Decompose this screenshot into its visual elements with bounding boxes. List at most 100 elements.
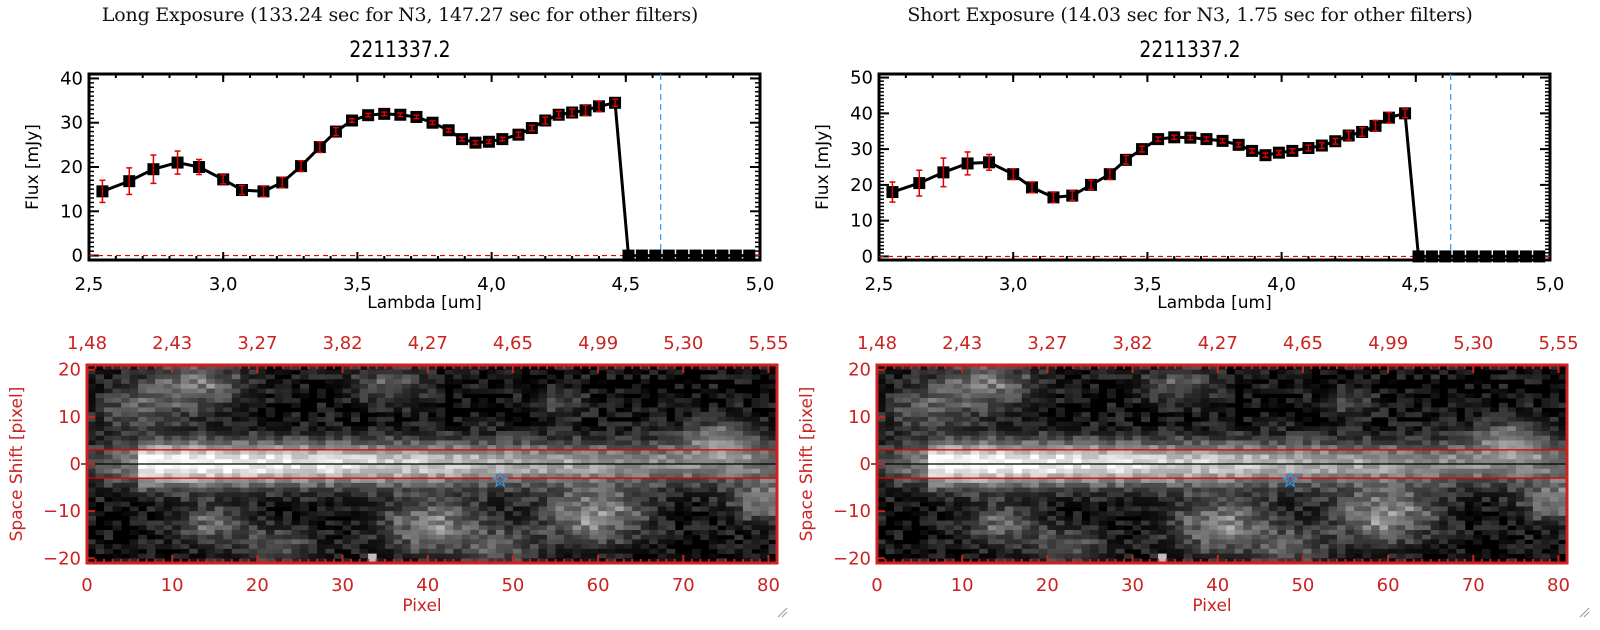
- image-pixel: [351, 402, 361, 408]
- image-pixel: [742, 553, 752, 559]
- image-pixel: [953, 492, 963, 498]
- image-pixel: [759, 369, 769, 375]
- image-pixel: [902, 374, 912, 380]
- image-pixel: [504, 515, 514, 522]
- image-pixel: [911, 435, 921, 441]
- image-pixel: [334, 402, 344, 408]
- image-pixel: [759, 534, 769, 540]
- image-pixel: [376, 464, 386, 470]
- error-bar: [298, 160, 305, 173]
- image-pixel: [717, 492, 727, 498]
- image-pixel: [734, 478, 744, 484]
- image-pixel: [885, 511, 895, 517]
- image-pixel: [945, 407, 955, 413]
- image-pixel: [1047, 548, 1057, 555]
- image-pixel: [919, 379, 929, 385]
- image-pixel: [877, 374, 887, 380]
- image-pixel: [1038, 449, 1048, 456]
- image-pixel: [95, 431, 105, 437]
- image-pixel: [231, 426, 241, 432]
- image-pixel: [223, 506, 233, 512]
- image-pixel: [674, 449, 684, 456]
- image-pixel: [877, 421, 887, 427]
- image-pixel: [700, 431, 710, 437]
- image-pixel: [172, 388, 182, 394]
- image-pixel: [436, 374, 446, 380]
- image-pixel: [376, 402, 386, 408]
- image-pixel: [308, 482, 318, 489]
- image-pixel: [334, 492, 344, 498]
- image-pixel: [1072, 416, 1082, 423]
- image-pixel: [291, 374, 301, 380]
- image-pixel: [427, 388, 437, 394]
- image-pixel: [589, 511, 599, 517]
- image-pixel: [461, 388, 471, 394]
- image-pixel: [1072, 412, 1082, 418]
- image-pixel: [410, 421, 420, 427]
- image-pixel: [427, 544, 437, 550]
- image-pixel: [572, 388, 582, 394]
- image-pixel: [734, 379, 744, 385]
- image-pixel: [1030, 468, 1040, 474]
- image-pixel: [700, 520, 710, 526]
- image-pixel: [248, 459, 258, 465]
- image-pixel: [581, 426, 591, 432]
- image-pixel: [632, 388, 642, 394]
- image-pixel: [1055, 421, 1065, 427]
- image-pixel: [725, 445, 735, 451]
- image-pixel: [112, 464, 122, 470]
- image-pixel: [894, 388, 904, 394]
- image-pixel: [529, 379, 539, 385]
- image-pixel: [495, 511, 505, 517]
- image-pixel: [911, 558, 921, 564]
- image-pixel: [317, 487, 327, 493]
- image-pixel: [700, 534, 710, 540]
- image-pixel: [231, 468, 241, 474]
- image-pixel: [342, 369, 352, 375]
- image-pixel: [581, 431, 591, 437]
- image-pixel: [1021, 459, 1031, 465]
- image-pixel: [282, 449, 292, 456]
- image-pixel: [902, 525, 912, 531]
- image-pixel: [393, 464, 403, 470]
- image-pixel: [996, 369, 1006, 375]
- image-pixel: [248, 464, 258, 470]
- image-pixel: [129, 464, 139, 470]
- image-pixel: [1064, 482, 1074, 489]
- image-pixel: [189, 534, 199, 540]
- image-pixel: [351, 548, 361, 555]
- image-pixel: [649, 511, 659, 517]
- image-pixel: [700, 449, 710, 456]
- image-pixel: [725, 435, 735, 441]
- image-pixel: [683, 431, 693, 437]
- image-pixel: [248, 497, 258, 503]
- image-pixel: [1030, 515, 1040, 522]
- image-pixel: [504, 511, 514, 517]
- image-pixel: [987, 398, 997, 404]
- image-pixel: [189, 544, 199, 550]
- image-pixel: [240, 449, 250, 456]
- image-pixel: [87, 468, 97, 474]
- image-pixel: [129, 449, 139, 456]
- image-pixel: [759, 497, 769, 503]
- image-pixel: [461, 374, 471, 380]
- image-pixel: [1038, 544, 1048, 550]
- error-bar: [940, 157, 947, 188]
- image-pixel: [504, 365, 514, 371]
- image-pixel: [623, 539, 633, 545]
- image-pixel: [615, 369, 625, 375]
- image-pixel: [598, 548, 608, 555]
- image-pixel: [214, 492, 224, 498]
- image-pixel: [725, 398, 735, 404]
- image-pixel: [129, 530, 139, 536]
- image-pixel: [223, 478, 233, 484]
- image-pixel: [547, 440, 557, 446]
- image-pixel: [623, 435, 633, 441]
- image-pixel: [936, 459, 946, 465]
- image-pixel: [572, 520, 582, 526]
- image-pixel: [683, 553, 693, 559]
- image-pixel: [342, 440, 352, 446]
- image-pixel: [402, 539, 412, 545]
- image-pixel: [936, 506, 946, 512]
- image-pixel: [751, 402, 761, 408]
